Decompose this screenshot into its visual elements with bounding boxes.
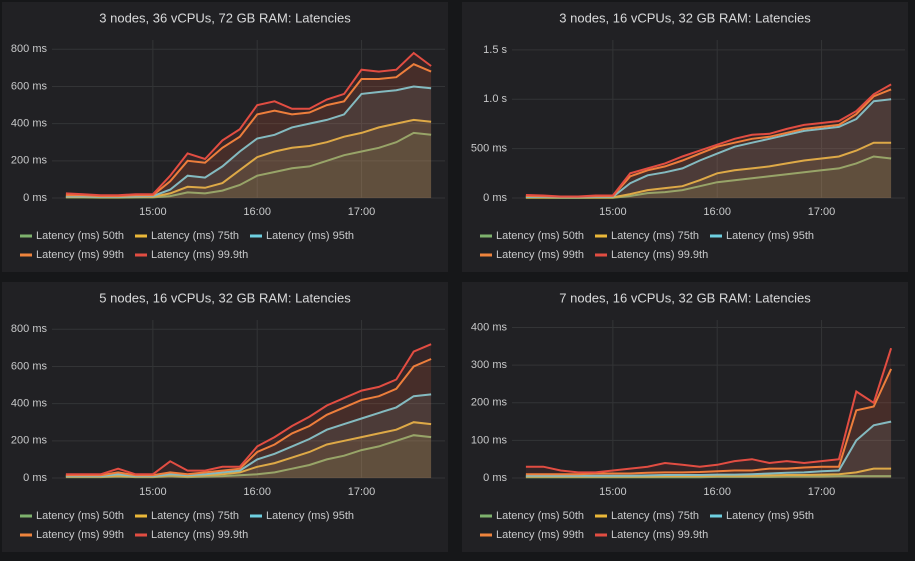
series-area xyxy=(525,368,892,478)
y-tick-label: 1.5 s xyxy=(483,44,507,56)
x-tick-label: 16:00 xyxy=(703,486,731,498)
x-tick-label: 15:00 xyxy=(139,486,167,498)
series-area xyxy=(525,348,892,478)
legend-label: Latency (ms) 75th xyxy=(151,230,239,242)
x-tick-label: 17:00 xyxy=(348,486,376,498)
x-tick-label: 15:00 xyxy=(599,206,627,218)
panel-title: 7 nodes, 16 vCPUs, 32 GB RAM: Latencies xyxy=(559,290,811,305)
panel-bg xyxy=(2,282,448,552)
series-line xyxy=(525,368,893,476)
y-tick-label: 800 ms xyxy=(11,323,48,335)
legend-label: Latency (ms) 95th xyxy=(726,230,814,242)
legend-label: Latency (ms) 99.9th xyxy=(611,529,708,541)
series-area xyxy=(525,84,892,198)
x-tick-label: 17:00 xyxy=(808,486,836,498)
y-tick-label: 300 ms xyxy=(471,359,508,371)
legend-label: Latency (ms) 75th xyxy=(611,230,699,242)
y-tick-label: 400 ms xyxy=(11,118,48,130)
legend-label: Latency (ms) 95th xyxy=(266,510,354,522)
x-tick-label: 15:00 xyxy=(139,206,167,218)
y-tick-label: 1.0 s xyxy=(483,93,507,105)
series-area xyxy=(65,422,432,478)
panel: 7 nodes, 16 vCPUs, 32 GB RAM: Latencies 0… xyxy=(462,282,908,552)
x-tick-label: 17:00 xyxy=(348,206,376,218)
panel-bg xyxy=(462,282,908,552)
y-tick-label: 600 ms xyxy=(11,80,48,92)
legend-label: Latency (ms) 95th xyxy=(266,230,354,242)
panel: 3 nodes, 36 vCPUs, 72 GB RAM: Latencies 0… xyxy=(2,2,448,272)
y-tick-label: 500 ms xyxy=(471,143,508,155)
panel: 3 nodes, 16 vCPUs, 32 GB RAM: Latencies 0… xyxy=(462,2,908,272)
series-area xyxy=(65,132,432,198)
y-tick-label: 0 ms xyxy=(23,472,47,484)
series-line xyxy=(525,420,892,477)
y-tick-label: 0 ms xyxy=(23,192,47,204)
legend-label: Latency (ms) 75th xyxy=(151,510,239,522)
legend-label: Latency (ms) 99th xyxy=(496,529,584,541)
legend-label: Latency (ms) 75th xyxy=(611,510,699,522)
y-tick-label: 0 ms xyxy=(483,472,507,484)
series-area xyxy=(65,435,432,478)
series-area xyxy=(65,64,432,198)
series-area xyxy=(65,86,432,198)
x-tick-label: 16:00 xyxy=(703,206,731,218)
legend-label: Latency (ms) 99th xyxy=(36,249,124,261)
y-tick-label: 400 ms xyxy=(471,321,508,333)
series-area xyxy=(65,119,432,198)
y-tick-label: 100 ms xyxy=(471,434,508,446)
panel-bg xyxy=(2,2,448,272)
legend-label: Latency (ms) 50th xyxy=(36,510,124,522)
y-tick-label: 200 ms xyxy=(11,155,48,167)
x-tick-label: 16:00 xyxy=(243,486,271,498)
series-area xyxy=(525,99,892,198)
legend-label: Latency (ms) 99.9th xyxy=(151,529,248,541)
panel-title: 3 nodes, 36 vCPUs, 72 GB RAM: Latencies xyxy=(99,10,351,25)
series-area xyxy=(525,142,892,198)
x-tick-label: 15:00 xyxy=(599,486,627,498)
legend-label: Latency (ms) 99.9th xyxy=(611,249,708,261)
y-tick-label: 600 ms xyxy=(11,360,48,372)
series-area xyxy=(525,421,892,478)
series-line xyxy=(65,343,432,476)
series-area xyxy=(525,89,892,198)
series-line xyxy=(65,85,432,198)
panel-bg xyxy=(462,2,908,272)
y-tick-label: 200 ms xyxy=(471,397,508,409)
series-line xyxy=(65,51,432,197)
legend-label: Latency (ms) 50th xyxy=(496,510,584,522)
legend-label: Latency (ms) 50th xyxy=(496,230,584,242)
y-tick-label: 0 ms xyxy=(483,192,507,204)
panel-title: 5 nodes, 16 vCPUs, 32 GB RAM: Latencies xyxy=(99,290,351,305)
x-tick-label: 17:00 xyxy=(808,206,836,218)
series-area xyxy=(65,359,432,478)
series-line xyxy=(525,347,893,474)
series-area xyxy=(65,394,432,478)
series-line xyxy=(525,83,892,198)
x-tick-label: 16:00 xyxy=(243,206,271,218)
series-area xyxy=(525,156,892,198)
series-line xyxy=(65,393,432,478)
series-line xyxy=(65,358,432,477)
panel: 5 nodes, 16 vCPUs, 32 GB RAM: Latencies 0… xyxy=(2,282,448,552)
series-area xyxy=(65,344,432,478)
legend-label: Latency (ms) 99.9th xyxy=(151,249,248,261)
series-area xyxy=(65,53,432,198)
legend-label: Latency (ms) 99th xyxy=(36,529,124,541)
legend-label: Latency (ms) 95th xyxy=(726,510,814,522)
legend-label: Latency (ms) 50th xyxy=(36,230,124,242)
panel-title: 3 nodes, 16 vCPUs, 32 GB RAM: Latencies xyxy=(559,10,811,25)
legend-label: Latency (ms) 99th xyxy=(496,249,584,261)
y-tick-label: 400 ms xyxy=(11,398,48,410)
y-tick-label: 200 ms xyxy=(11,435,48,447)
y-tick-label: 800 ms xyxy=(11,43,48,55)
